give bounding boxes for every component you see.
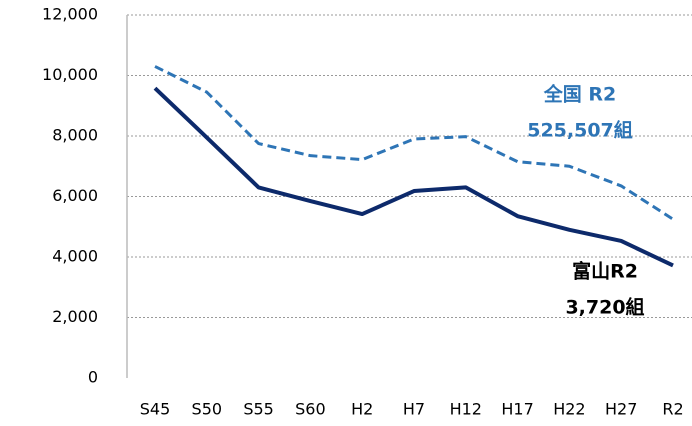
x-tick-label: S55 (243, 400, 274, 419)
x-tick-label: H17 (501, 400, 533, 419)
x-tick-label: R2 (662, 400, 683, 419)
y-tick-label: 4,000 (52, 247, 98, 266)
x-tick-label: H22 (553, 400, 585, 419)
y-tick-label: 6,000 (52, 186, 98, 205)
y-tick-label: 0 (88, 368, 98, 387)
x-tick-label: S45 (140, 400, 171, 419)
x-tick-label: H12 (450, 400, 482, 419)
x-tick-label: S60 (295, 400, 326, 419)
y-tick-label: 12,000 (42, 5, 98, 24)
annotation: 全国 R2 (543, 83, 616, 106)
x-tick-label: H7 (403, 400, 425, 419)
x-tick-label: H27 (605, 400, 637, 419)
y-tick-label: 8,000 (52, 126, 98, 145)
x-tick-label: H2 (351, 400, 373, 419)
annotation: 525,507組 (527, 119, 633, 142)
annotation: 3,720組 (565, 296, 644, 319)
series-line (154, 65, 674, 221)
y-tick-label: 10,000 (42, 65, 98, 84)
x-tick-label: S50 (192, 400, 223, 419)
y-tick-label: 2,000 (52, 307, 98, 326)
annotation: 富山R2 (572, 260, 638, 283)
series-line (153, 86, 674, 268)
